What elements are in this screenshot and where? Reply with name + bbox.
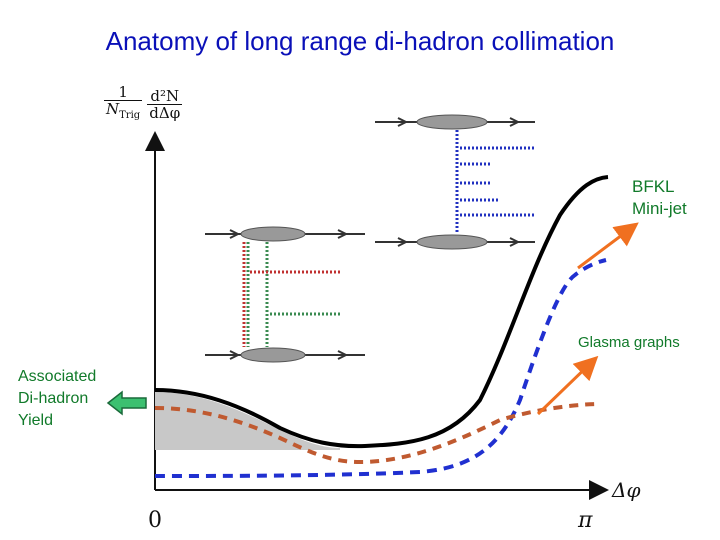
total-curve bbox=[154, 175, 609, 449]
glasma-label: Glasma graphs bbox=[578, 334, 680, 351]
assoc-label-line2: Di-hadron bbox=[18, 390, 89, 407]
bfkl-label: BFKL Mini-jet bbox=[632, 176, 687, 220]
feynman-diagram-left bbox=[205, 226, 365, 363]
bfkl-label-line2: Mini-jet bbox=[632, 199, 687, 218]
y-norm-fraction: 1 NTrig bbox=[104, 83, 143, 124]
bfkl-curve bbox=[154, 258, 607, 478]
assoc-label-line1: Associated bbox=[18, 368, 97, 385]
x-axis-label: Δφ bbox=[612, 478, 641, 502]
left-arrow-icon bbox=[106, 390, 147, 416]
y-deriv-denominator: dΔφ bbox=[147, 103, 183, 122]
y-norm-den-symbol: N bbox=[106, 100, 120, 118]
glasma-pointer-arrow bbox=[536, 355, 599, 416]
y-deriv-fraction: d²N dΔφ bbox=[147, 86, 183, 122]
y-deriv-numerator: d²N bbox=[150, 86, 180, 105]
glasma-curve bbox=[154, 402, 601, 465]
bfkl-pointer-arrow bbox=[577, 222, 639, 270]
y-axis-label: 1 NTrig d²N dΔφ bbox=[104, 83, 183, 124]
associated-yield-label: Associated Di-hadron Yield bbox=[18, 366, 96, 432]
shaded-yield-region bbox=[155, 392, 340, 450]
feynman-diagram-right bbox=[375, 114, 536, 250]
y-norm-denominator: NTrig bbox=[104, 100, 143, 124]
y-norm-den-sub: Trig bbox=[119, 110, 141, 121]
assoc-label-line3: Yield bbox=[18, 412, 53, 429]
page-title: Anatomy of long range di-hadron collimat… bbox=[105, 26, 615, 56]
y-norm-numerator: 1 bbox=[118, 83, 128, 101]
bfkl-label-line1: BFKL bbox=[632, 177, 675, 196]
x-tick-pi: π bbox=[578, 508, 593, 533]
x-tick-zero: 0 bbox=[148, 508, 162, 533]
